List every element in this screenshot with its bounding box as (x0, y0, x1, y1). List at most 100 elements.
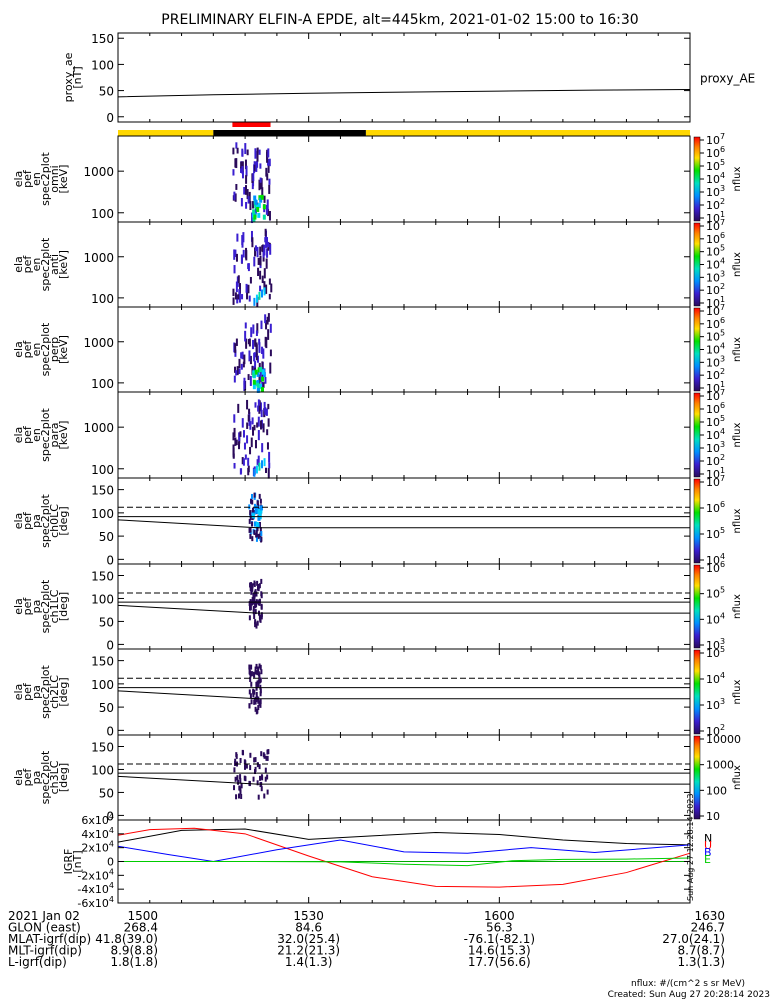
y-axis-label: pef (21, 768, 34, 787)
spectrogram-pixel (245, 763, 248, 769)
y-tick-label: 1000 (83, 336, 114, 350)
spectrogram-pixel (240, 352, 243, 359)
spectrogram-pixel (256, 680, 259, 686)
spectrogram-pixel (249, 677, 252, 683)
spectrogram-pixel (256, 670, 259, 676)
spectrogram-pixel (256, 206, 260, 212)
spectrogram-pixel (257, 584, 260, 590)
spectrogram-pixel (258, 493, 261, 499)
spectrogram-pixel (233, 249, 236, 260)
spectrogram-pixel (263, 458, 266, 467)
y-axis-label: [deg] (57, 763, 70, 792)
spectrogram-pixel (254, 757, 257, 763)
colorbar-tick-label: 104 (706, 611, 725, 626)
spectrogram-pixel (245, 165, 248, 177)
spectrogram-pixel (251, 583, 254, 589)
panel-frame (117, 32, 691, 123)
spectrogram-pixel (262, 214, 266, 220)
spectrogram-pixel (250, 671, 253, 677)
spectrogram-pixel (266, 442, 269, 450)
colorbar-tick-label: 107 (706, 474, 725, 489)
spectrogram-pixel (256, 620, 259, 626)
y-axis-label: pa (30, 685, 43, 699)
spectrogram-pixel (255, 530, 258, 536)
x-row-value: 14.6(15.3) (468, 944, 531, 958)
spectrogram-pixel (261, 346, 264, 354)
spectrogram-pixel (235, 370, 238, 376)
spectrogram-pixel (232, 288, 235, 297)
spectrogram-pixel (251, 521, 254, 527)
spectrogram-pixel (259, 691, 262, 697)
spectrogram-pixel (261, 245, 264, 252)
spectrogram-pixel (255, 342, 258, 352)
spectrogram-pixel (252, 692, 255, 698)
spectrogram-pixel (242, 361, 245, 368)
spectrogram-pixel (252, 384, 256, 390)
spectrogram-pixel (235, 794, 238, 800)
spectrogram-pixel (248, 295, 251, 302)
spectrogram-pixel (260, 669, 263, 675)
colorbar (693, 136, 701, 222)
spectrogram-pixel (259, 367, 263, 373)
y-axis-label: [keV] (57, 250, 70, 279)
x-row-value: 1630 (694, 909, 725, 923)
spectrogram-pixel (252, 201, 255, 209)
spectrogram-pixel (254, 247, 257, 257)
panel-frame (117, 563, 691, 650)
spectrogram-pixel (261, 381, 264, 392)
x-row-label: MLT-igrf(dip) (8, 944, 82, 958)
spectrogram-pixel (252, 209, 256, 215)
colorbar-tick-label: 102 (706, 282, 725, 297)
colorbar-label: nflux (732, 422, 743, 447)
spectrogram-pixel (264, 776, 267, 782)
spectrogram-pixel (249, 672, 252, 678)
y-axis-label: ela (12, 684, 25, 701)
spectrogram-pixel (255, 536, 258, 542)
y-tick-label: 100 (91, 58, 114, 72)
x-row-value: 246.7 (691, 921, 725, 935)
y-tick-label: 100 (91, 463, 114, 477)
spectrogram-pixel (261, 361, 264, 371)
spectrogram-pixel (265, 258, 268, 269)
spectrogram-pixel (240, 161, 243, 169)
colorbar-label: nflux (732, 765, 743, 790)
y-axis-label: pa (30, 771, 43, 785)
spectrogram-pixel (260, 603, 263, 609)
spectrogram-pixel (249, 765, 252, 771)
spectrogram-pixel (239, 786, 242, 792)
spectrogram-pixel (250, 664, 253, 670)
series-E (118, 857, 691, 867)
spectrogram-pixel (254, 699, 257, 705)
spectrogram-pixel (260, 774, 263, 780)
spectrogram-pixel (239, 774, 242, 780)
colorbar-tick-label: 104 (706, 342, 725, 357)
legend-label: proxy_AE (700, 72, 755, 86)
spectrogram-pixel (235, 158, 238, 169)
series-U (117, 827, 691, 888)
y-axis-label: ela (12, 513, 25, 530)
x-row-value: 21.2(21.3) (277, 944, 340, 958)
spectrogram-pixel (259, 498, 262, 504)
spectrogram-pixel (263, 244, 266, 256)
spectrogram-pixel (251, 600, 254, 606)
spectrogram-pixel (253, 613, 256, 619)
y-tick-label: 100 (91, 207, 114, 221)
colorbar-label: nflux (732, 166, 743, 191)
spectrogram-pixel (257, 679, 260, 685)
colorbar-tick-label: 104 (706, 427, 725, 442)
panel-frame (117, 391, 691, 479)
spectrogram-pixel (254, 696, 257, 702)
spectrogram-pixel (251, 212, 254, 224)
spectrogram-pixel (248, 518, 251, 524)
y-tick-label: 0 (107, 856, 114, 869)
x-row-value: 84.6 (295, 921, 322, 935)
x-row-value: 1600 (484, 909, 515, 923)
spectrogram-pixel (254, 508, 258, 514)
spectrogram-pixel (245, 247, 248, 259)
colorbar-tick-label: 104 (706, 552, 725, 567)
spectrogram-pixel (242, 232, 245, 243)
x-row-value: 41.8(39.0) (95, 932, 158, 946)
spectrogram-pixel (268, 158, 271, 167)
spectrogram-pixel (256, 534, 259, 540)
